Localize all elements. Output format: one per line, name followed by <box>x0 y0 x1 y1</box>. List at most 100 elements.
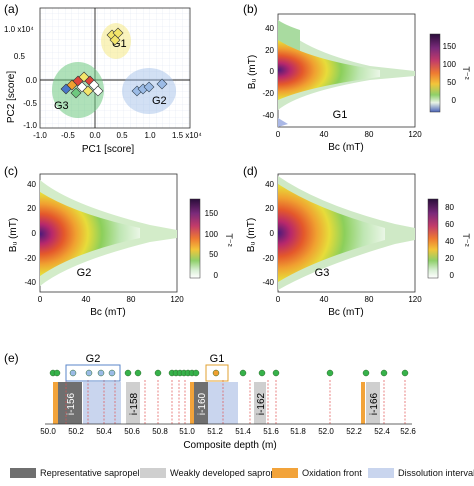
panel-d-ylabel: Bᵤ (mT) <box>246 218 257 252</box>
panel-d-ytick: 20 <box>265 204 274 213</box>
panel-b-ytick: 0 <box>270 67 275 76</box>
fan-core <box>278 40 380 100</box>
sapropel-i-158 <box>126 382 140 424</box>
panel-b-cbar-label: T⁻² <box>461 66 471 79</box>
legend-swatch <box>140 468 166 478</box>
depth-tick: 50.8 <box>152 427 168 436</box>
panel-d-group: G3 <box>315 267 330 279</box>
sapropel-label: i-162 <box>256 392 267 415</box>
sample-dot <box>69 369 77 377</box>
panel-d-cbar-tick: 60 <box>445 220 454 229</box>
legend-weak-label: Weakly developed sapropel <box>170 468 283 478</box>
depth-tick: 51.0 <box>179 427 195 436</box>
sample-dot <box>239 369 247 377</box>
panel-a-xlabel: PC1 [score] <box>82 144 134 155</box>
legend-sapropel: Representative sapropel <box>10 468 140 478</box>
legend-oxidation-label: Oxidation front <box>302 468 362 478</box>
fan-core <box>278 184 385 282</box>
panel-b-ytick: -20 <box>262 89 274 98</box>
sample-dot <box>154 369 162 377</box>
sapropel-label: i-156 <box>66 392 77 415</box>
panel-e: (e) <box>4 351 416 451</box>
panel-c-cbar-tick: 150 <box>205 209 219 218</box>
panel-a-xtick: 0.0 <box>89 131 101 140</box>
panel-b: (b) 150 100 50 0 T⁻² G1 40 20 0 -20 -40 … <box>243 2 471 153</box>
fan-core <box>40 192 140 276</box>
sample-dot <box>97 369 105 377</box>
depth-tick: 52.2 <box>346 427 362 436</box>
panel-c: (c) 150 100 50 0 T⁻² G2 40 20 0 -20 -40 … <box>4 164 234 318</box>
panel-b-cbar-tick: 50 <box>447 78 456 87</box>
depth-tick: 51.2 <box>207 427 223 436</box>
panel-d-xtick: 0 <box>276 295 281 304</box>
sample-dot <box>124 369 132 377</box>
panel-d-cbar-tick: 80 <box>445 203 454 212</box>
g1-marker <box>109 34 121 46</box>
sample-dot <box>108 369 116 377</box>
panel-c-ytick: -20 <box>24 254 36 263</box>
panel-a-xtick: 1.0 <box>144 131 156 140</box>
panel-a-ytick: -0.5 <box>23 99 37 108</box>
panel-d-ytick: -40 <box>262 278 274 287</box>
sapropel-label: i-166 <box>369 392 380 415</box>
depth-tick: 51.4 <box>235 427 251 436</box>
panel-b-xtick: 0 <box>276 130 281 139</box>
g1-box <box>205 364 229 382</box>
panel-c-ytick: 40 <box>27 180 36 189</box>
g2-marker <box>143 81 155 93</box>
panel-a-ytick: -1.0 <box>23 121 37 130</box>
sapropel-label: i-160 <box>197 392 208 415</box>
panel-c-cbar-tick: 100 <box>205 230 219 239</box>
sample-dot <box>380 369 388 377</box>
g3-marker <box>82 85 94 97</box>
panel-c-ytick: 0 <box>32 229 37 238</box>
panel-c-xtick: 0 <box>38 295 43 304</box>
legend-sapropel-label: Representative sapropel <box>40 468 140 478</box>
depth-tick: 52.0 <box>318 427 334 436</box>
oxidation-front <box>190 382 194 424</box>
g1-box-label: G1 <box>210 353 225 365</box>
panel-a-ytick: 0.5 <box>14 52 26 61</box>
sample-dot <box>401 369 409 377</box>
depth-tick: 50.6 <box>124 427 140 436</box>
panel-b-cbar-tick: 0 <box>452 96 457 105</box>
panel-c-ytick: -40 <box>24 278 36 287</box>
depth-tick: 50.2 <box>68 427 84 436</box>
oxidation-front <box>53 382 58 424</box>
sample-dot <box>212 369 220 377</box>
legend: Representative sapropel Weakly developed… <box>0 462 474 484</box>
depth-tick: 51.6 <box>263 427 279 436</box>
sample-dot <box>53 369 61 377</box>
g3-marker <box>92 85 104 97</box>
sapropel-i-160 <box>194 382 208 424</box>
panel-c-xtick: 40 <box>82 295 91 304</box>
panel-d-ytick: -20 <box>262 254 274 263</box>
panel-d-xtick: 40 <box>320 295 329 304</box>
g2-box <box>65 364 121 382</box>
panel-a-xtick: -1.0 <box>33 131 47 140</box>
panel-a-xtick: 1.5 x10⁴ <box>172 131 202 140</box>
sapropel-label: i-158 <box>129 392 140 415</box>
g3-marker <box>70 87 82 99</box>
panel-a-xtick: 0.5 <box>116 131 128 140</box>
panel-c-xtick: 120 <box>170 295 184 304</box>
panel-c-cbar-tick: 50 <box>209 250 218 259</box>
depth-tick: 51.8 <box>290 427 306 436</box>
legend-swatch <box>272 468 298 478</box>
panel-d-colorbar <box>427 198 439 279</box>
panel-a-scale-label: 1.0 x10⁴ <box>4 25 34 34</box>
panel-c-ytick: 20 <box>27 204 36 213</box>
panel-b-cbar-tick: 100 <box>443 60 457 69</box>
panel-d-xtick: 120 <box>408 295 422 304</box>
figure-canvas: (a) G1 G2 G3 <box>4 2 471 451</box>
depth-tick: 50.4 <box>96 427 112 436</box>
sample-dot <box>272 369 280 377</box>
panel-c-xtick: 80 <box>127 295 136 304</box>
panel-d-cbar-label: T⁻² <box>461 233 471 246</box>
panel-b-cbar-tick: 150 <box>443 42 457 51</box>
panel-b-xlabel: Bᴄ (mT) <box>328 142 364 153</box>
panel-b-group: G1 <box>333 109 348 121</box>
panel-d-ytick: 40 <box>265 180 274 189</box>
sample-dot <box>258 369 266 377</box>
